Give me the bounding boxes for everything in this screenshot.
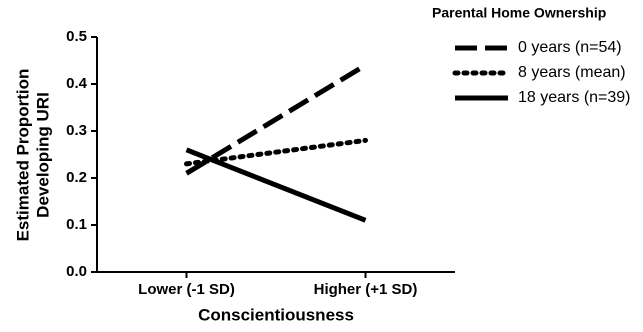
y-tick-label: 0.1 (66, 216, 87, 233)
y-axis-label: Estimated Proportion (13, 69, 32, 242)
x-tick-label: Lower (-1 SD) (138, 281, 235, 298)
y-tick-label: 0.4 (66, 75, 88, 92)
y-tick-label: 0.3 (66, 122, 87, 139)
y-axis-label: Developing URI (33, 92, 52, 218)
y-tick-label: 0.5 (66, 28, 87, 45)
legend-label: 8 years (mean) (518, 64, 626, 81)
x-axis-label: Conscientiousness (198, 305, 354, 324)
y-tick-label: 0.2 (66, 169, 87, 186)
x-tick-label: Higher (+1 SD) (314, 281, 418, 298)
y-tick-label: 0.0 (66, 263, 87, 280)
series-line (185, 63, 367, 176)
legend-title: Parental Home Ownership (432, 5, 606, 21)
series-line (185, 147, 367, 223)
legend-label: 18 years (n=39) (518, 89, 631, 106)
legend-label: 0 years (n=54) (518, 39, 622, 56)
